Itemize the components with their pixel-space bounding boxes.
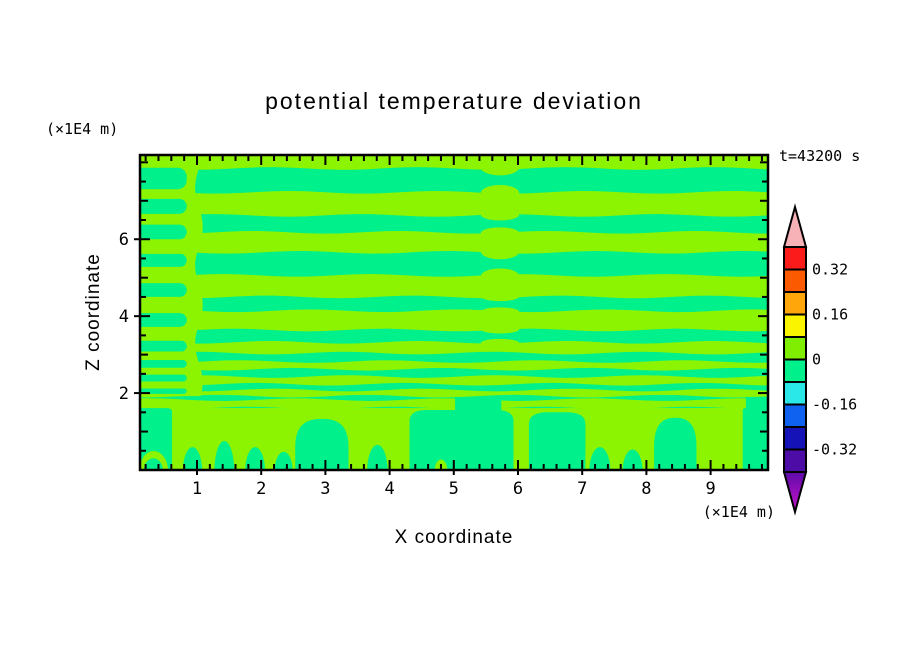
plume-column [409,410,514,470]
left-lozenge [140,167,187,190]
x-axis-title: X coordinate [394,527,514,548]
x-tick-label: 1 [192,479,202,499]
strip-gap-patch [455,396,502,415]
left-lozenge [140,313,187,327]
x-tick-label: 4 [384,479,394,499]
z-tick-label: 4 [119,307,129,327]
axes-group [134,153,770,475]
colorbar-segment [783,358,807,383]
positive-band [140,309,768,332]
colorbar-segment [783,381,807,406]
colorbar-label: 0.32 [812,261,848,279]
z-tick-label: 6 [119,230,129,250]
time-annotation: t=43200 s [779,147,861,165]
seam-bulge-upper [480,208,520,221]
seam-bulge-lower [480,307,520,317]
plume-column [528,412,586,470]
positive-band [140,340,768,355]
plume-column [295,418,349,470]
colorbar-under-arrow [782,471,808,516]
x-tick-label: 5 [449,479,459,499]
plot-frame [138,153,770,472]
positive-band [140,230,768,254]
colorbar-label: 0.16 [812,306,848,324]
bottom-bubble [214,441,235,470]
colorbar-segment [783,426,807,451]
left-lozenge [140,224,187,240]
x-tick-label: 9 [705,479,715,499]
seam-bulge-upper [480,159,520,176]
x-tick-label: 2 [256,479,266,499]
colorbar-segment [783,268,807,293]
colorbar-segment [783,448,807,473]
colorbar-segment [783,246,807,271]
positive-band [140,375,768,386]
left-lozenge [140,198,187,214]
colorbar-over-arrow [782,203,808,248]
seam-bulge-upper [480,243,520,260]
colorbar: 0.32 0.16 0 -0.16 -0.32 [782,203,857,516]
colorbar-segment [783,291,807,316]
seam-bulge-lower [480,268,520,284]
colorbar-segment [783,336,807,361]
seam-bulge-upper [480,325,520,334]
positive-band [140,274,768,299]
left-lozenge [140,340,187,352]
left-lozenge [140,360,187,368]
z-axis-unit-label: (×1E4 m) [46,120,119,138]
x-tick-label: 7 [577,479,587,499]
bottom-bubble [622,449,643,470]
plot-title: potential temperature deviation [265,88,643,114]
bottom-bubble [274,451,293,470]
positive-band [140,190,768,217]
positive-band [140,398,768,410]
colorbar-label: -0.16 [812,396,857,414]
bottom-bubble [245,447,266,470]
positive-band [140,360,768,371]
seam-bulge-lower [480,338,520,348]
colorbar-segment [783,313,807,338]
positive-band [140,388,768,398]
z-tick-label: 2 [119,384,129,404]
contour-field [140,155,768,470]
tick-labels: 1 2 3 4 5 6 7 8 9 2 4 6 [119,230,716,499]
colorbar-segment [783,403,807,428]
seam-bulge-lower [480,227,520,239]
seam-bulge-upper [480,291,520,302]
left-seam-panel [140,155,203,397]
colorbar-label: 0 [812,351,821,369]
colorbar-label: -0.32 [812,441,857,459]
plume-column [654,417,697,470]
left-lozenge [140,388,187,394]
left-lozenge [140,283,187,297]
x-tick-label: 8 [641,479,651,499]
left-lozenge [140,374,187,382]
z-axis-title: Z coordinate [83,253,104,371]
x-tick-label: 6 [513,479,523,499]
seam-bulge-lower [480,185,520,202]
left-lozenge [140,253,187,267]
x-axis-unit-label: (×1E4 m) [702,503,775,521]
plume-column [742,408,768,470]
strip-gap-patch [745,396,768,415]
x-tick-label: 3 [320,479,330,499]
bottom-bubble [367,444,388,470]
